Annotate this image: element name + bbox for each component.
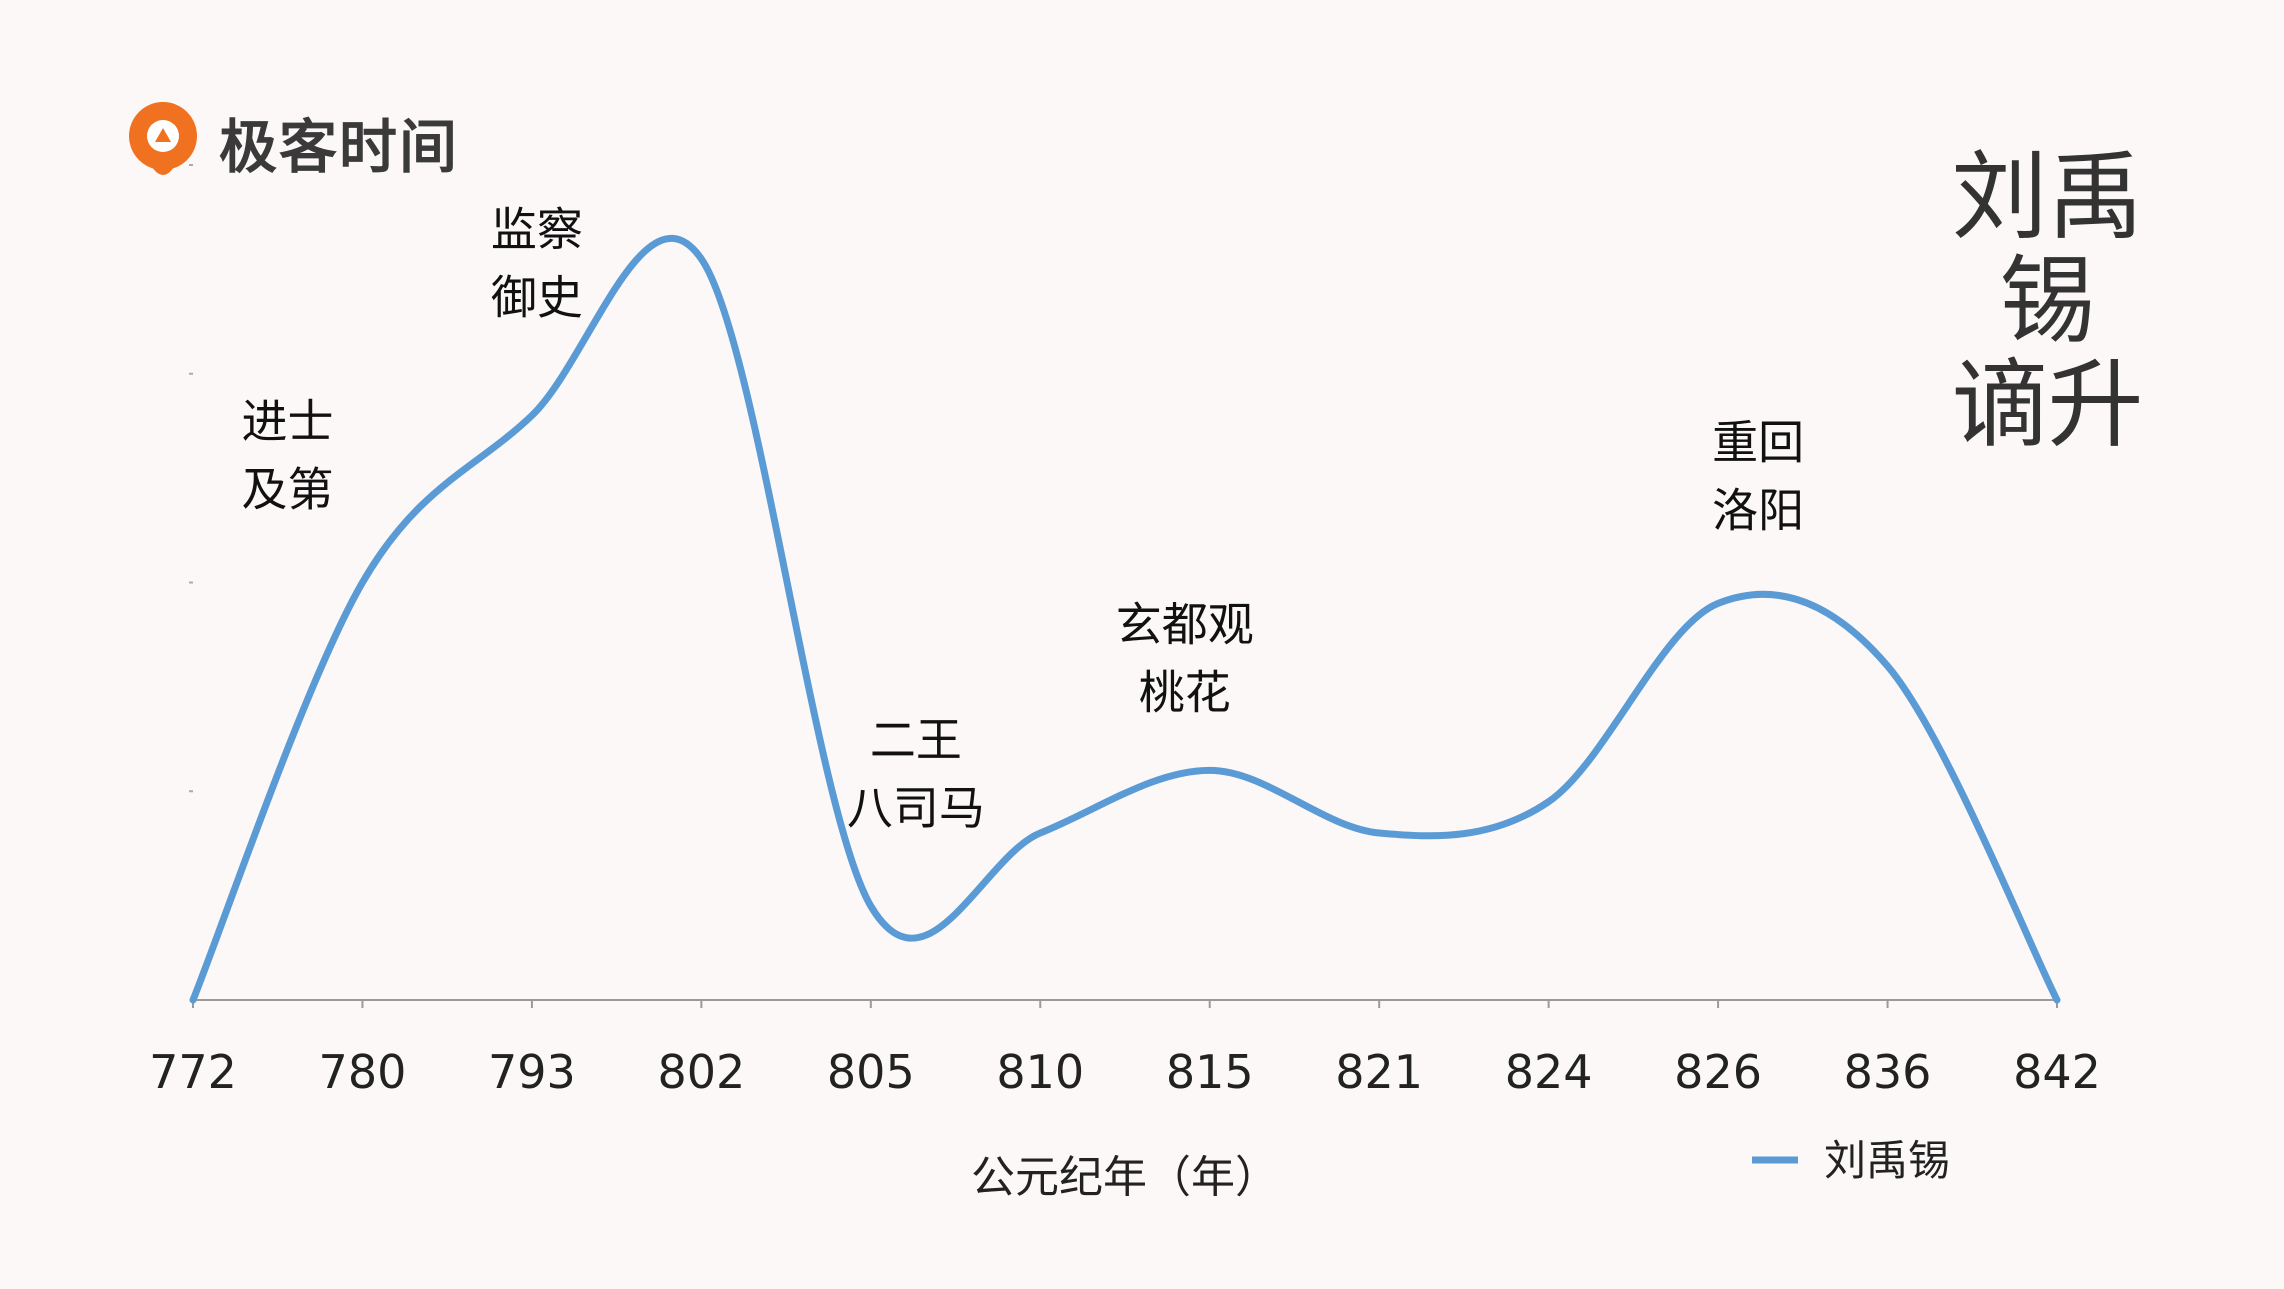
x-tick-label: 793 bbox=[488, 1045, 576, 1099]
brand-logo: 极客时间 bbox=[125, 98, 459, 186]
geektime-logo-icon bbox=[125, 98, 201, 186]
big-title: 刘禹锡 谪升 bbox=[1945, 145, 2150, 457]
x-tick-label: 821 bbox=[1335, 1045, 1423, 1099]
x-tick-label: 802 bbox=[657, 1045, 745, 1099]
logo-text: 极客时间 bbox=[219, 100, 459, 184]
x-tick-label: 836 bbox=[1844, 1045, 1932, 1099]
x-tick-label: 772 bbox=[149, 1045, 237, 1099]
annotation-line: 二王 bbox=[870, 713, 962, 767]
annotation-line: 八司马 bbox=[847, 781, 985, 835]
big-title-line-1: 刘禹锡 bbox=[1945, 145, 2150, 353]
x-axis-label: 公元纪年（年） bbox=[971, 1152, 1279, 1203]
x-tick-label: 815 bbox=[1166, 1045, 1254, 1099]
annotation-line: 进士 bbox=[241, 395, 333, 449]
x-tick-label: 826 bbox=[1674, 1045, 1762, 1099]
legend-label: 刘禹锡 bbox=[1824, 1136, 1950, 1185]
x-tick-label: 780 bbox=[319, 1045, 407, 1099]
big-title-line-2: 谪升 bbox=[1945, 353, 2150, 457]
annotation-line: 及第 bbox=[241, 463, 333, 517]
annotation-line: 洛阳 bbox=[1712, 483, 1804, 537]
annotation-line: 桃花 bbox=[1139, 665, 1231, 719]
x-tick-label: 805 bbox=[827, 1045, 915, 1099]
annotation-line: 监察 bbox=[491, 203, 583, 257]
axes: 772 780 793 802 805 810 815 821 824 826 836 842 公元纪年… bbox=[149, 165, 2101, 1203]
legend: 刘禹锡 bbox=[1752, 1136, 1950, 1185]
annotation-line: 玄都观 bbox=[1116, 597, 1254, 651]
annotation-line: 重回 bbox=[1712, 415, 1804, 469]
x-tick-label: 810 bbox=[996, 1045, 1084, 1099]
annotation-line: 御史 bbox=[491, 271, 583, 325]
x-tick-label: 824 bbox=[1505, 1045, 1593, 1099]
x-tick-label: 842 bbox=[2013, 1045, 2101, 1099]
